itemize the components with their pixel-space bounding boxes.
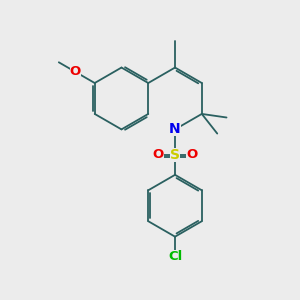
Text: S: S [170, 148, 180, 162]
Text: O: O [186, 148, 198, 161]
Text: N: N [169, 122, 181, 136]
Text: Cl: Cl [168, 250, 182, 262]
Text: O: O [152, 148, 164, 161]
Text: O: O [70, 65, 81, 78]
